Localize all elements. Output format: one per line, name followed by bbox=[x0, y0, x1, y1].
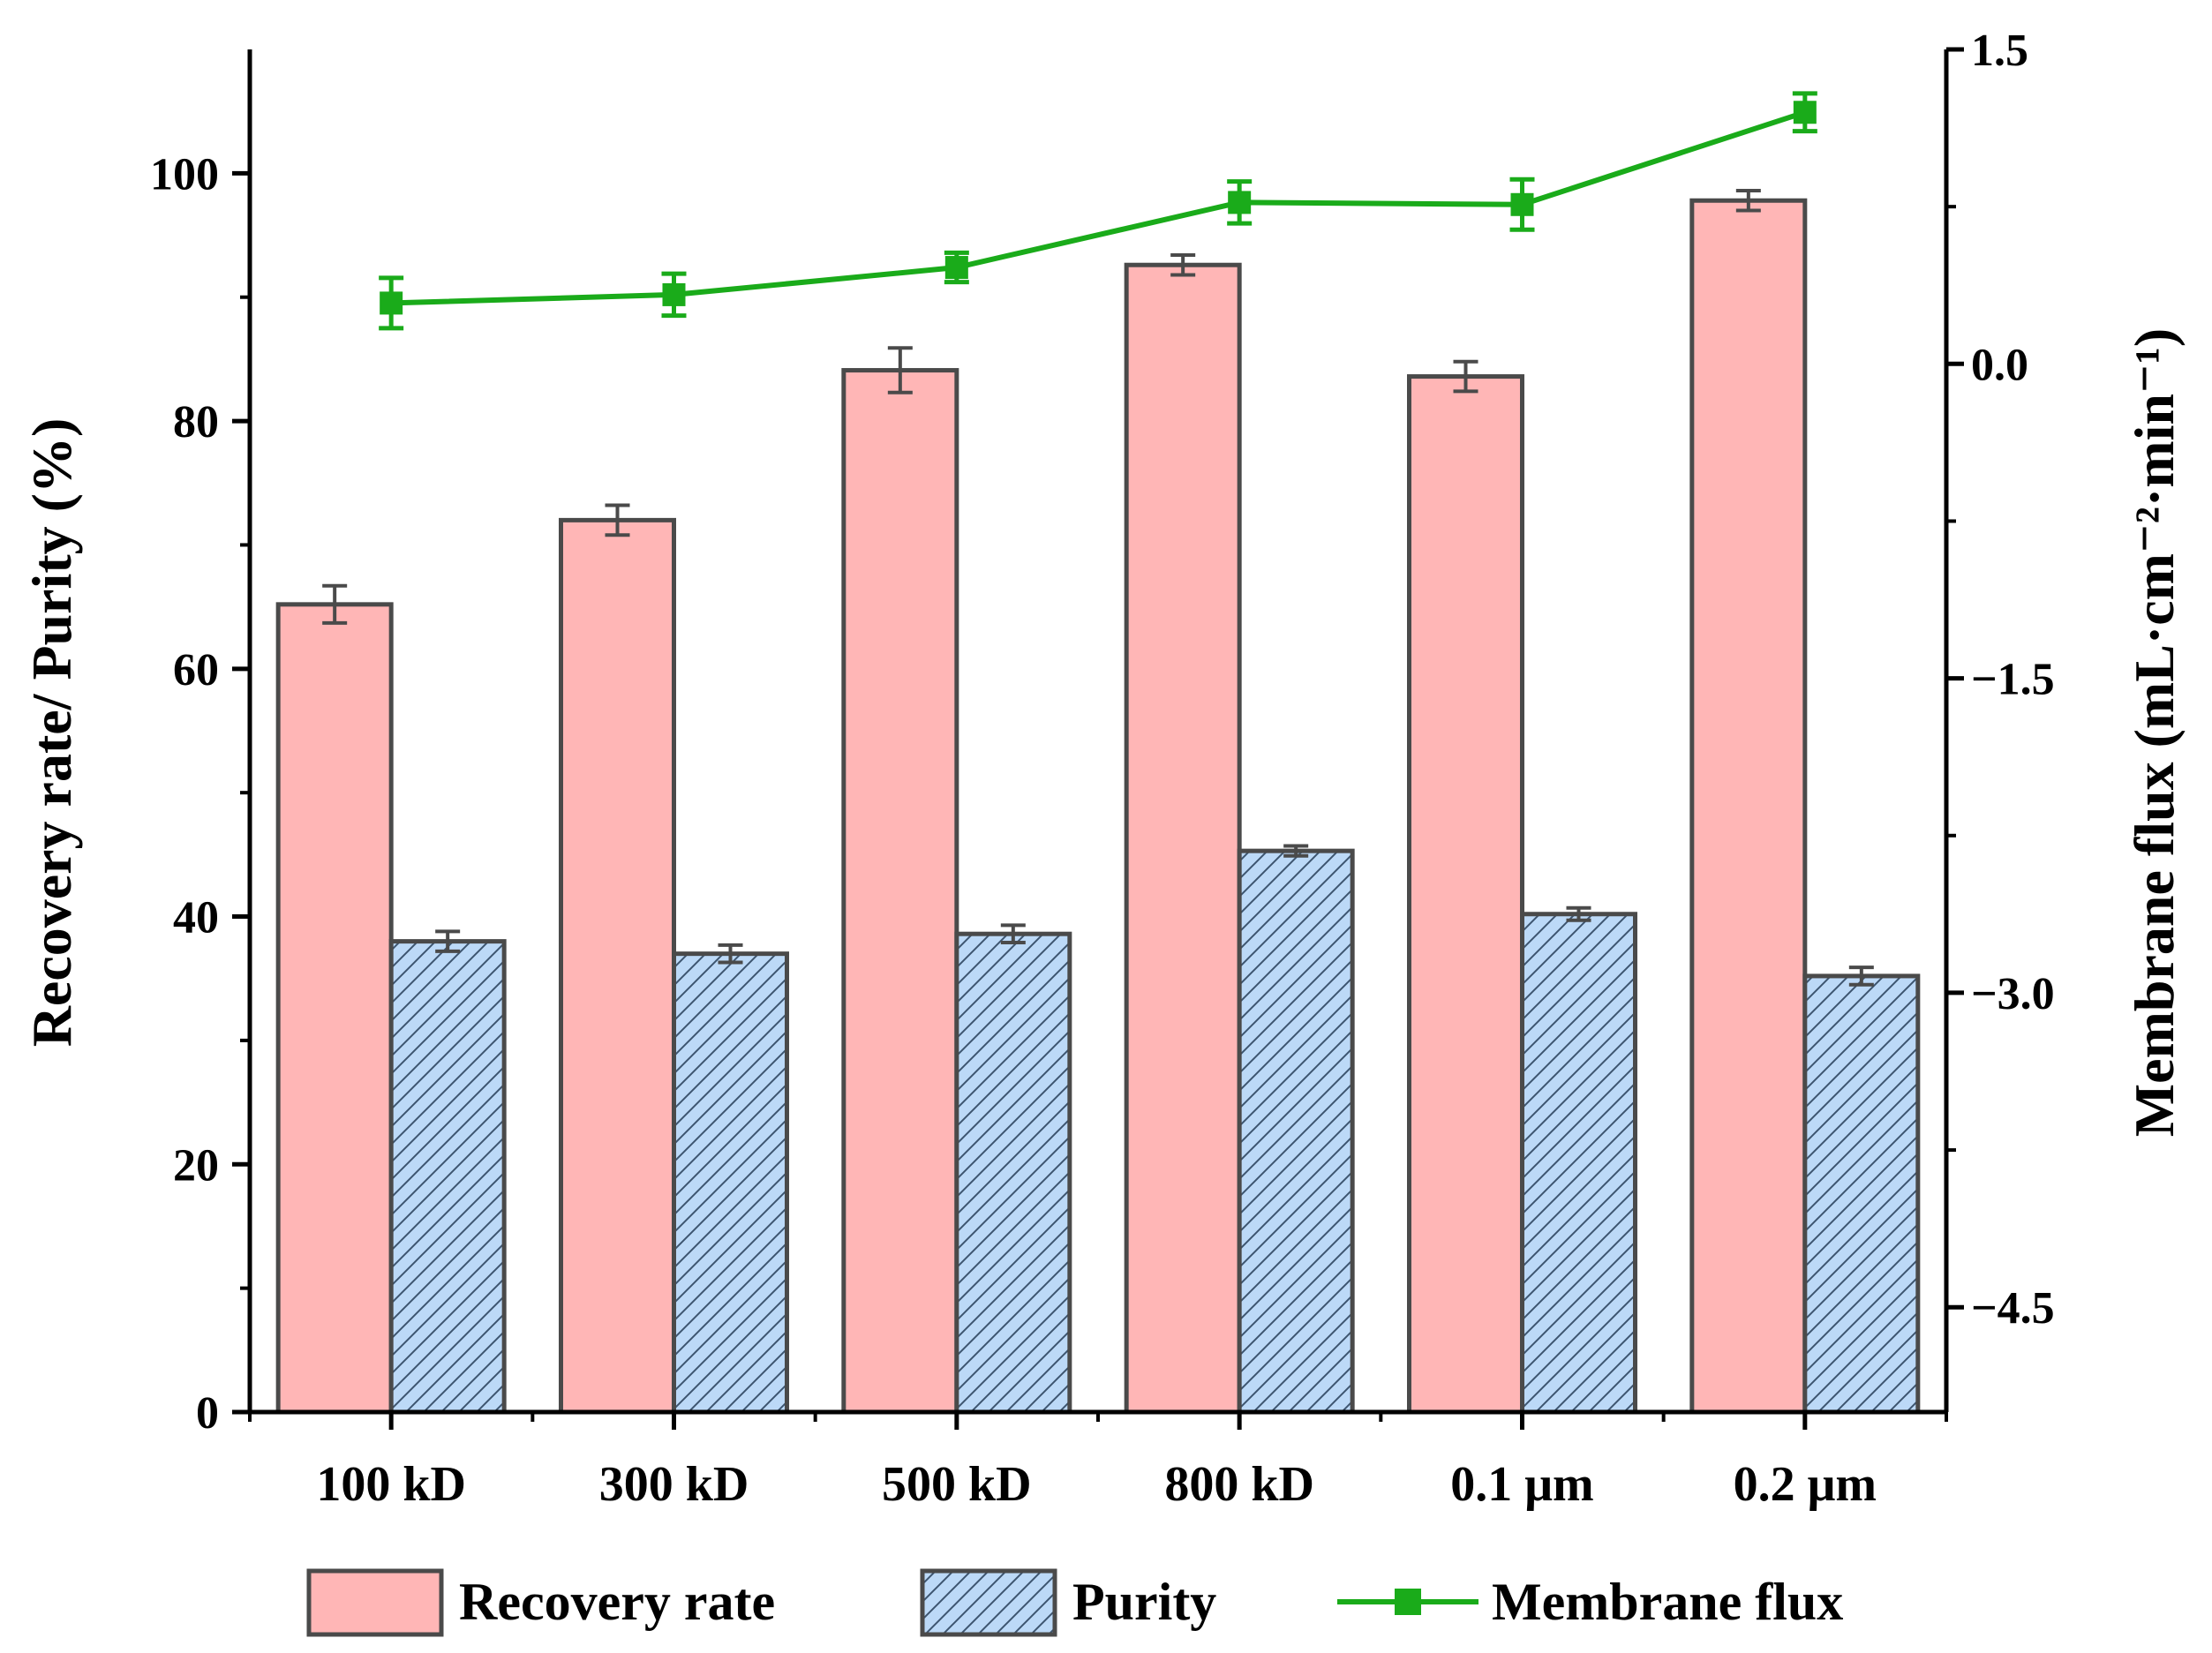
y-right-tick-label: 1.5 bbox=[1971, 26, 2028, 76]
y-axis-left-label: Recovery rate/ Purity (%) bbox=[20, 418, 83, 1048]
x-tick-label: 800 kD bbox=[1164, 1457, 1314, 1512]
recovery-error-bar bbox=[1735, 189, 1761, 213]
recovery-bar bbox=[1407, 374, 1524, 1415]
flux-marker bbox=[944, 256, 968, 280]
legend-marker-flux bbox=[1395, 1589, 1421, 1615]
x-tick-label: 500 kD bbox=[882, 1457, 1032, 1512]
y-left-tick-label: 80 bbox=[173, 397, 219, 447]
recovery-error-bar bbox=[887, 346, 913, 394]
purity-bar bbox=[1237, 848, 1355, 1415]
purity-bar bbox=[1802, 973, 1921, 1415]
y-right-tick-label: 0.0 bbox=[1971, 340, 2028, 390]
x-tick-label: 100 kD bbox=[316, 1457, 466, 1512]
y-left-tick-label: 20 bbox=[173, 1140, 219, 1191]
purity-bar bbox=[954, 931, 1072, 1415]
recovery-error-bar bbox=[1170, 253, 1196, 277]
flux-marker bbox=[380, 291, 403, 315]
x-tick-label: 0.1 μm bbox=[1450, 1457, 1593, 1512]
flux-marker bbox=[1793, 101, 1817, 124]
recovery-bar bbox=[275, 602, 394, 1415]
purity-error-bar bbox=[1283, 844, 1309, 858]
purity-error-bar bbox=[435, 929, 461, 953]
legend-swatch-recovery bbox=[306, 1568, 444, 1637]
y-axis-right-label: Membrane flux (mL·cm⁻²·min⁻¹) bbox=[2123, 328, 2186, 1137]
legend: Recovery rate Purity Membrane flux bbox=[306, 1568, 1843, 1637]
y-right-tick-label: −1.5 bbox=[1971, 655, 2055, 705]
flux-marker bbox=[1510, 192, 1534, 216]
y-right-tick-label: −3.0 bbox=[1971, 969, 2055, 1019]
legend-label-purity: Purity bbox=[1072, 1573, 1216, 1631]
recovery-error-bar bbox=[1453, 359, 1478, 394]
purity-error-bar bbox=[718, 943, 743, 965]
purity-bar bbox=[388, 939, 507, 1415]
x-tick-label: 0.2 μm bbox=[1734, 1457, 1877, 1512]
legend-label-recovery: Recovery rate bbox=[459, 1573, 775, 1631]
legend-label-flux: Membrane flux bbox=[1492, 1573, 1843, 1631]
recovery-error-bar bbox=[605, 503, 630, 537]
recovery-bar bbox=[559, 517, 676, 1415]
legend-swatch-purity bbox=[920, 1568, 1057, 1637]
recovery-bar bbox=[1124, 262, 1242, 1415]
recovery-error-bar bbox=[322, 583, 348, 625]
recovery-bar bbox=[1689, 198, 1808, 1415]
plot-area bbox=[275, 91, 1921, 1415]
y-left-tick-label: 0 bbox=[196, 1388, 219, 1439]
x-tick-label: 300 kD bbox=[599, 1457, 749, 1512]
recovery-bar bbox=[841, 368, 959, 1415]
purity-error-bar bbox=[1566, 905, 1591, 922]
flux-marker bbox=[662, 282, 686, 306]
purity-error-bar bbox=[1848, 966, 1874, 987]
flux-line bbox=[391, 109, 1806, 306]
purity-bar bbox=[672, 951, 789, 1415]
purity-error-bar bbox=[1000, 923, 1026, 945]
y-left-tick-label: 100 bbox=[150, 149, 219, 199]
flux-marker bbox=[1228, 191, 1252, 214]
y-right-tick-label: −4.5 bbox=[1971, 1283, 2055, 1334]
y-left-tick-label: 60 bbox=[173, 645, 219, 695]
axes: 0 20 40 60 80 100 1.5 0.0 −1.5 −3.0 −4.5 100 kD 300 … bbox=[150, 26, 2055, 1512]
purity-bar bbox=[1520, 912, 1637, 1415]
y-left-tick-label: 40 bbox=[173, 893, 219, 943]
